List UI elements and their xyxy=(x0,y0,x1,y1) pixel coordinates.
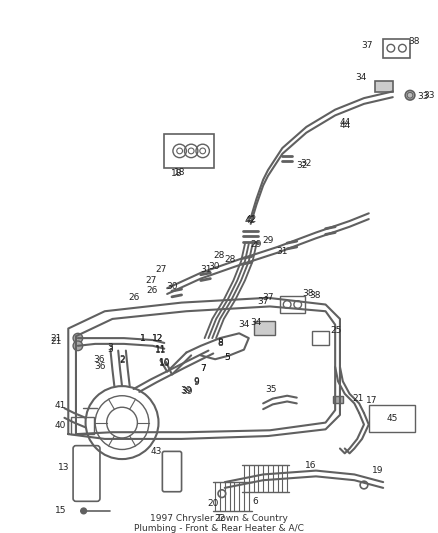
Text: 44: 44 xyxy=(339,120,350,130)
Text: 29: 29 xyxy=(251,239,262,248)
Text: 43: 43 xyxy=(151,447,162,456)
Text: 21: 21 xyxy=(353,394,364,403)
Bar xyxy=(280,296,305,313)
Text: 38: 38 xyxy=(303,289,314,298)
Text: 27: 27 xyxy=(156,264,167,273)
Text: 10: 10 xyxy=(159,358,170,367)
Text: 8: 8 xyxy=(217,340,223,349)
Text: 29: 29 xyxy=(262,236,274,245)
Text: 21: 21 xyxy=(50,334,62,343)
Bar xyxy=(333,395,343,403)
Bar xyxy=(375,81,393,92)
Text: 31: 31 xyxy=(200,264,211,273)
Text: 20: 20 xyxy=(208,499,219,508)
Text: 42: 42 xyxy=(246,215,257,223)
Text: 17: 17 xyxy=(366,396,378,405)
Text: 12: 12 xyxy=(152,334,163,343)
Text: 40: 40 xyxy=(55,421,67,430)
Circle shape xyxy=(405,91,415,100)
Text: 18: 18 xyxy=(174,167,185,176)
Text: 42: 42 xyxy=(245,215,256,224)
Text: 34: 34 xyxy=(355,72,367,82)
Circle shape xyxy=(81,508,87,514)
Text: 9: 9 xyxy=(193,377,199,386)
Text: 10: 10 xyxy=(159,359,170,368)
Text: 28: 28 xyxy=(213,251,225,260)
Text: 26: 26 xyxy=(128,293,139,302)
Text: 30: 30 xyxy=(208,262,220,271)
Text: 36: 36 xyxy=(94,362,106,372)
Text: 7: 7 xyxy=(200,365,205,373)
Text: 37: 37 xyxy=(262,293,274,302)
Text: 27: 27 xyxy=(145,276,156,285)
Text: 11: 11 xyxy=(155,345,166,354)
Text: 33: 33 xyxy=(418,92,429,101)
Text: 18: 18 xyxy=(171,168,183,177)
Text: 1: 1 xyxy=(140,334,146,343)
Bar xyxy=(71,417,94,434)
Text: 3: 3 xyxy=(108,345,113,354)
Text: 5: 5 xyxy=(225,353,230,362)
Text: 3: 3 xyxy=(108,343,113,352)
Text: 26: 26 xyxy=(146,286,158,295)
Text: 19: 19 xyxy=(371,466,383,475)
Text: 1997 Chrysler Town & Country
Plumbing - Front & Rear Heater & A/C: 1997 Chrysler Town & Country Plumbing - … xyxy=(134,514,304,533)
Text: 38: 38 xyxy=(309,292,321,301)
Circle shape xyxy=(73,341,83,351)
Text: 8: 8 xyxy=(217,338,223,348)
Text: 21: 21 xyxy=(50,336,62,345)
Text: 35: 35 xyxy=(265,385,276,394)
Text: 31: 31 xyxy=(277,247,288,256)
Text: 32: 32 xyxy=(300,159,312,168)
Text: 37: 37 xyxy=(361,41,373,50)
Text: 36: 36 xyxy=(93,355,105,364)
Text: 2: 2 xyxy=(119,356,125,365)
Text: 30: 30 xyxy=(166,282,178,291)
Text: 9: 9 xyxy=(193,378,199,387)
Text: 34: 34 xyxy=(251,318,262,327)
Text: 13: 13 xyxy=(58,463,69,472)
Circle shape xyxy=(73,333,83,343)
Text: 33: 33 xyxy=(424,91,435,100)
Text: 11: 11 xyxy=(155,346,166,355)
Text: 41: 41 xyxy=(55,401,67,410)
Bar xyxy=(254,321,275,335)
Text: 1: 1 xyxy=(140,334,146,343)
Text: 25: 25 xyxy=(330,326,342,335)
Text: 12: 12 xyxy=(152,334,163,343)
Text: 44: 44 xyxy=(339,118,350,127)
Text: 39: 39 xyxy=(180,386,192,395)
Text: 6: 6 xyxy=(253,497,258,506)
Text: 39: 39 xyxy=(182,387,193,397)
Text: 45: 45 xyxy=(386,414,398,423)
Text: 34: 34 xyxy=(238,320,250,329)
Text: 32: 32 xyxy=(296,161,307,170)
Text: 7: 7 xyxy=(200,365,205,373)
Bar xyxy=(369,405,415,432)
Text: 2: 2 xyxy=(119,355,125,364)
Text: 16: 16 xyxy=(305,461,317,470)
Text: 15: 15 xyxy=(55,506,67,515)
Text: 38: 38 xyxy=(408,37,420,46)
Text: 28: 28 xyxy=(224,255,235,264)
Text: 22: 22 xyxy=(214,514,226,523)
Bar xyxy=(383,38,410,58)
Bar xyxy=(312,332,329,345)
Text: 37: 37 xyxy=(258,297,269,306)
Bar xyxy=(164,134,214,168)
Text: 5: 5 xyxy=(225,353,230,362)
